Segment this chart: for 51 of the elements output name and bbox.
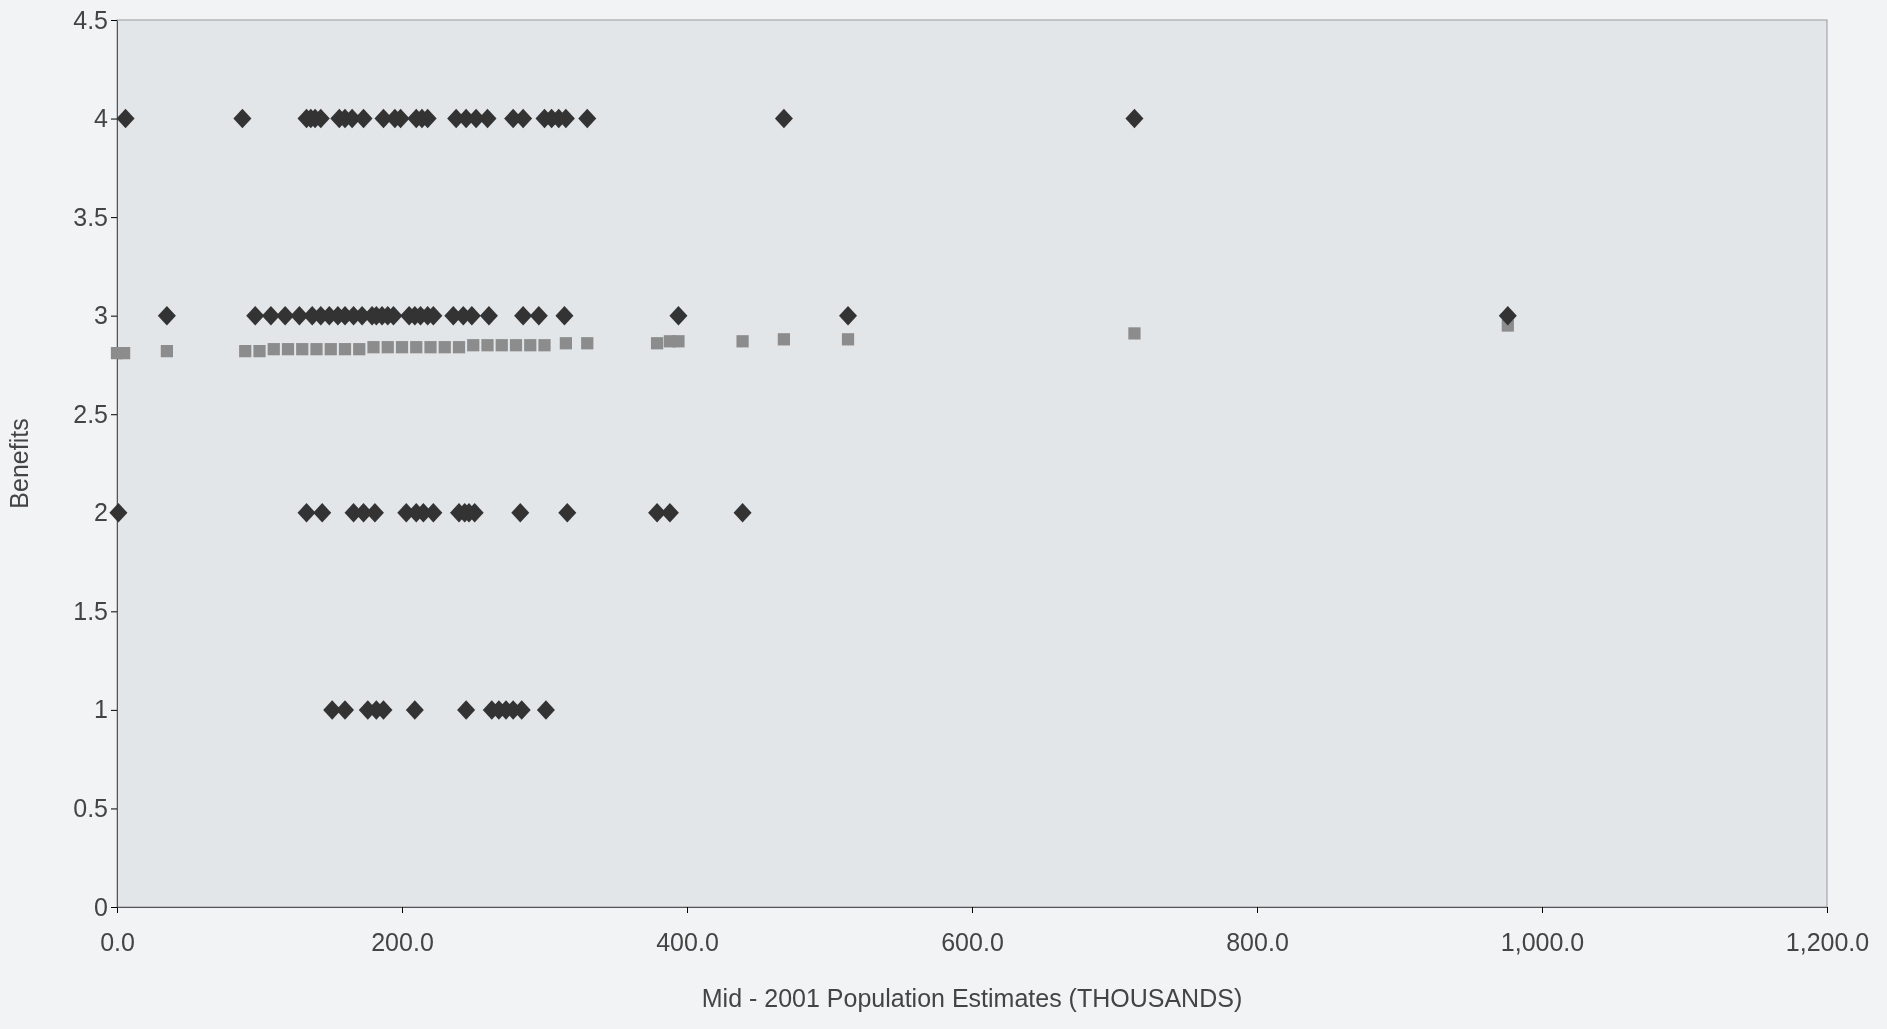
x-tick-label: 200.0	[371, 928, 434, 956]
x-tick-label: 600.0	[941, 928, 1004, 956]
y-tick-label: 0.5	[73, 793, 108, 822]
point	[467, 339, 480, 352]
point	[253, 345, 266, 358]
point	[281, 343, 295, 356]
point	[509, 339, 523, 352]
point	[481, 339, 494, 352]
point	[524, 339, 537, 352]
point	[495, 339, 508, 352]
point	[395, 341, 409, 354]
point	[581, 337, 594, 350]
point	[296, 343, 309, 356]
point	[310, 343, 323, 356]
y-tick-label: 4.5	[73, 5, 108, 34]
point	[367, 341, 380, 354]
x-tick-label: 800.0	[1226, 928, 1289, 956]
point	[672, 335, 685, 348]
point	[239, 345, 252, 358]
y-tick-label: 3	[94, 301, 108, 330]
point	[160, 345, 173, 358]
point	[1128, 327, 1141, 340]
y-tick-label: 1	[94, 695, 108, 724]
x-tick-label: 1,000.0	[1500, 928, 1585, 956]
y-tick-label: 1.5	[73, 596, 108, 625]
point	[650, 337, 664, 350]
y-tick-label: 4	[94, 104, 109, 133]
x-axis-title: Mid - 2001 Population Estimates (THOUSANDS)	[701, 984, 1243, 1012]
point	[559, 337, 572, 350]
point	[338, 343, 352, 356]
point	[438, 341, 451, 354]
y-tick-label: 0	[94, 892, 108, 921]
x-tick-label: 1,200.0	[1785, 928, 1870, 956]
point	[410, 341, 423, 354]
point	[841, 333, 855, 346]
point	[424, 341, 437, 354]
x-tick-label: 400.0	[656, 928, 719, 956]
point	[452, 341, 466, 354]
y-tick-label: 2	[94, 498, 108, 527]
point	[324, 343, 337, 356]
y-tick-label: 3.5	[73, 202, 108, 231]
point	[353, 343, 366, 356]
point	[538, 339, 551, 352]
y-tick-label: 2.5	[73, 399, 108, 428]
point	[118, 346, 131, 360]
point	[777, 333, 791, 346]
x-tick-label: 0.0	[100, 928, 135, 956]
point	[736, 335, 749, 348]
y-axis-title: Benefits	[5, 418, 33, 509]
point	[267, 343, 280, 356]
point	[381, 341, 394, 354]
